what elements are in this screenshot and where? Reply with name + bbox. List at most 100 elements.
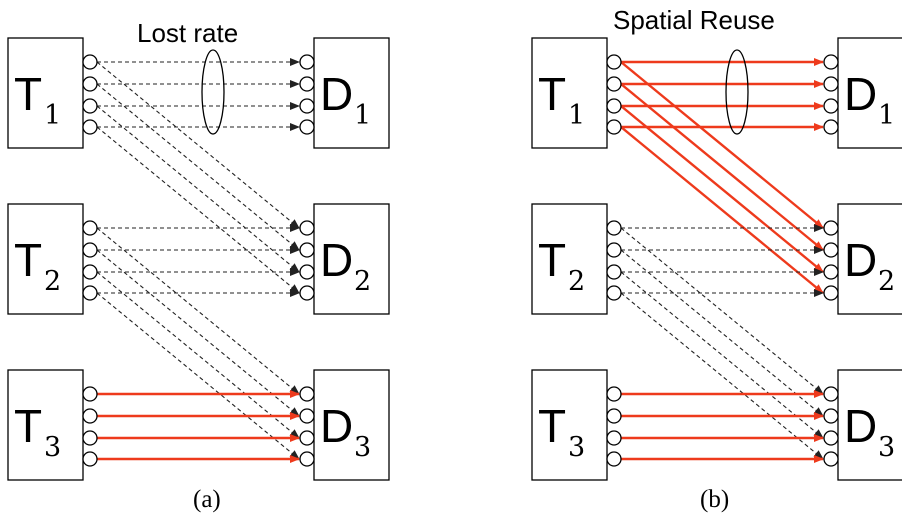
antenna-port [299, 264, 315, 280]
antenna-port [299, 98, 315, 114]
antenna-port [606, 220, 622, 236]
link-line [620, 61, 824, 229]
antenna-port [299, 451, 315, 467]
link-line [620, 292, 824, 460]
antenna-port [823, 451, 839, 467]
link-line [620, 249, 824, 417]
link-line [96, 61, 300, 229]
panel-a-links [96, 58, 300, 463]
link-line [620, 126, 824, 294]
receiver-3-subscript: 3 [354, 432, 371, 463]
link-t2-d3 [620, 227, 824, 460]
antenna-port [299, 76, 315, 92]
antenna-port [823, 119, 839, 135]
link-t2-d2 [97, 224, 300, 297]
receiver-1-box [837, 37, 902, 149]
antenna-port [82, 430, 98, 446]
receiver-1-subscript: 1 [878, 100, 895, 131]
panel-a-bundle-ellipse [201, 49, 225, 135]
antenna-port [606, 408, 622, 424]
link-line [620, 83, 824, 251]
link-t2-d3 [96, 227, 300, 460]
antenna-port [823, 54, 839, 70]
transmitter-1-box [531, 37, 608, 149]
link-t2-d2 [621, 224, 824, 297]
antenna-port [606, 119, 622, 135]
transmitter-1-subscript: 1 [568, 100, 585, 131]
link-line [96, 249, 300, 417]
link-line [96, 271, 300, 439]
antenna-port [823, 408, 839, 424]
antenna-port [82, 408, 98, 424]
antenna-port [823, 98, 839, 114]
receiver-1-label: D [844, 68, 877, 120]
transmitter-3-label: T [538, 400, 566, 452]
antenna-port [299, 54, 315, 70]
antenna-port [299, 408, 315, 424]
link-t1-d2 [96, 61, 300, 294]
antenna-port [823, 285, 839, 301]
link-line [96, 105, 300, 273]
panel-a-caption: (a) [193, 486, 221, 513]
receiver-2-box [313, 203, 390, 315]
antenna-port [82, 264, 98, 280]
antenna-port [299, 220, 315, 236]
link-line [620, 227, 824, 395]
receiver-3-subscript: 3 [878, 432, 895, 463]
antenna-port [823, 430, 839, 446]
receiver-2-box [837, 203, 902, 315]
antenna-port [82, 119, 98, 135]
transmitter-1-label: T [14, 68, 42, 120]
antenna-port [606, 76, 622, 92]
transmitter-3-subscript: 3 [568, 432, 585, 463]
link-t1-d1 [621, 58, 824, 131]
transmitter-3-box [531, 369, 608, 481]
antenna-port [606, 430, 622, 446]
transmitter-2-label: T [538, 234, 566, 286]
link-t1-d1 [97, 58, 300, 131]
receiver-2-label: D [844, 234, 877, 286]
receiver-2-subscript: 2 [354, 266, 371, 297]
transmitter-3-subscript: 3 [44, 432, 61, 463]
antenna-port [606, 386, 622, 402]
receiver-3-label: D [844, 400, 877, 452]
antenna-port [82, 242, 98, 258]
panel-b-nodes: T 1T 2T 3D 1D 2D 3 [531, 37, 902, 481]
receiver-3-box [313, 369, 390, 481]
antenna-port [606, 285, 622, 301]
receiver-2-subscript: 2 [878, 266, 895, 297]
antenna-port [82, 220, 98, 236]
antenna-port [606, 451, 622, 467]
antenna-port [823, 220, 839, 236]
antenna-port [823, 386, 839, 402]
antenna-port [82, 451, 98, 467]
antenna-port [299, 430, 315, 446]
transmitter-2-subscript: 2 [568, 266, 585, 297]
receiver-1-label: D [320, 68, 353, 120]
antenna-port [823, 76, 839, 92]
link-line [96, 292, 300, 460]
panel-a-title: Lost rate [137, 18, 238, 48]
link-line [620, 271, 824, 439]
transmitter-1-box [7, 37, 84, 149]
antenna-port [606, 264, 622, 280]
panel-b: T 1T 2T 3D 1D 2D 3 Spatial Reuse (b) [531, 5, 902, 513]
link-t3-d3 [621, 390, 824, 463]
antenna-port [606, 54, 622, 70]
link-line [96, 83, 300, 251]
transmitter-3-label: T [14, 400, 42, 452]
receiver-1-box [313, 37, 390, 149]
link-line [96, 126, 300, 294]
antenna-port [823, 242, 839, 258]
